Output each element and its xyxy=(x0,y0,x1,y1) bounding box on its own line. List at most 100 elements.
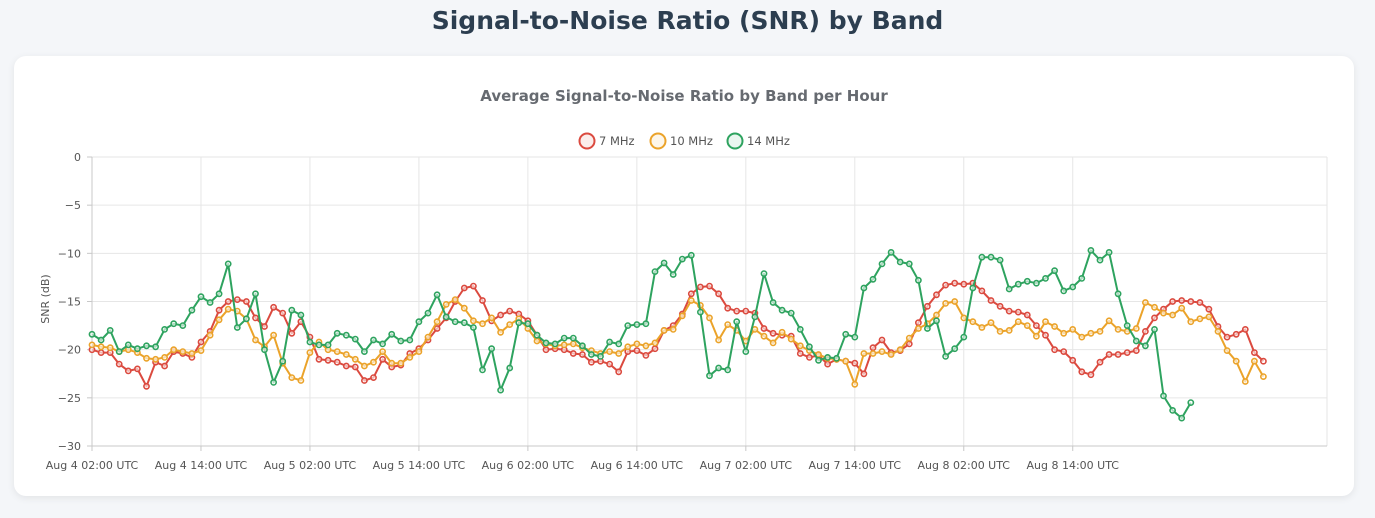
data-point-7mhz xyxy=(905,340,913,348)
data-point-7mhz xyxy=(951,279,959,287)
data-point-14mhz xyxy=(506,364,514,372)
data-point-7mhz xyxy=(697,283,704,291)
data-point-10mhz xyxy=(687,297,695,304)
data-point-10mhz xyxy=(1187,318,1195,326)
data-point-14mhz xyxy=(896,258,904,266)
data-point-7mhz xyxy=(760,325,768,332)
data-point-14mhz xyxy=(1023,277,1031,285)
data-point-14mhz xyxy=(579,342,586,350)
data-point-14mhz xyxy=(124,341,132,349)
data-point-10mhz xyxy=(188,350,196,357)
data-point-14mhz xyxy=(315,341,323,349)
data-point-14mhz xyxy=(106,326,114,334)
legend-label-14mhz: 14 MHz xyxy=(747,134,790,148)
data-point-14mhz xyxy=(88,330,96,338)
data-point-10mhz xyxy=(1023,322,1031,329)
data-point-14mhz xyxy=(924,325,931,332)
data-point-10mhz xyxy=(270,331,277,339)
y-axis-label: SNR (dB) xyxy=(39,274,52,323)
data-point-14mhz xyxy=(842,330,850,338)
y-tick-label: −30 xyxy=(58,440,81,453)
data-point-7mhz xyxy=(1232,330,1240,338)
data-point-10mhz xyxy=(1114,325,1122,333)
data-point-10mhz xyxy=(978,324,986,331)
data-point-14mhz xyxy=(669,271,677,278)
data-point-10mhz xyxy=(342,351,350,358)
data-point-7mhz xyxy=(224,298,232,305)
data-point-14mhz xyxy=(215,290,223,298)
data-point-14mhz xyxy=(1060,287,1068,295)
data-point-7mhz xyxy=(1096,358,1104,366)
data-point-14mhz xyxy=(933,317,940,325)
data-point-7mhz xyxy=(497,311,504,319)
data-point-14mhz xyxy=(733,318,741,326)
data-point-7mhz xyxy=(642,351,650,359)
data-point-14mhz xyxy=(433,291,441,299)
data-point-10mhz xyxy=(769,339,777,347)
legend-item-10mhz[interactable]: 10 MHz xyxy=(649,132,713,150)
data-point-14mhz xyxy=(560,334,568,342)
data-point-14mhz xyxy=(1014,280,1022,288)
data-point-14mhz xyxy=(951,345,959,353)
data-point-10mhz xyxy=(1051,323,1058,330)
data-point-7mhz xyxy=(143,382,150,390)
legend-item-7mhz[interactable]: 7 MHz xyxy=(578,132,635,150)
data-point-10mhz xyxy=(951,298,959,305)
data-point-10mhz xyxy=(252,336,259,344)
data-point-14mhz xyxy=(306,338,314,346)
data-point-14mhz xyxy=(324,341,332,349)
data-point-14mhz xyxy=(706,372,713,380)
data-point-14mhz xyxy=(242,315,250,323)
data-point-7mhz xyxy=(460,284,468,292)
data-point-7mhz xyxy=(1123,349,1131,356)
data-point-10mhz xyxy=(715,336,722,344)
data-point-7mhz xyxy=(1060,348,1068,355)
x-tick-label: Aug 8 14:00 UTC xyxy=(1026,459,1119,472)
legend-marker-10mhz xyxy=(649,132,667,150)
data-point-10mhz xyxy=(633,340,641,348)
data-point-10mhz xyxy=(442,300,450,308)
data-point-7mhz xyxy=(915,319,922,327)
data-point-14mhz xyxy=(1005,285,1013,293)
data-point-14mhz xyxy=(660,259,668,267)
data-point-10mhz xyxy=(1069,325,1077,333)
data-point-7mhz xyxy=(1114,351,1122,358)
data-point-7mhz xyxy=(252,314,259,322)
data-point-10mhz xyxy=(1260,373,1267,380)
legend-marker-14mhz xyxy=(726,132,744,150)
data-point-14mhz xyxy=(551,340,559,348)
data-point-7mhz xyxy=(1087,371,1095,379)
data-point-10mhz xyxy=(479,320,486,328)
data-point-14mhz xyxy=(905,260,913,268)
data-point-10mhz xyxy=(1251,357,1258,365)
data-point-10mhz xyxy=(161,353,168,361)
data-point-7mhz xyxy=(633,347,641,354)
data-point-10mhz xyxy=(869,350,877,357)
data-point-10mhz xyxy=(379,348,386,355)
data-point-7mhz xyxy=(1178,297,1186,304)
data-point-10mhz xyxy=(1205,313,1213,321)
data-point-10mhz xyxy=(778,328,786,336)
data-point-10mhz xyxy=(1196,315,1204,323)
data-point-14mhz xyxy=(697,308,704,316)
data-point-14mhz xyxy=(588,351,595,358)
x-tick-label: Aug 7 14:00 UTC xyxy=(809,459,902,472)
chart-card: Average Signal-to-Noise Ratio by Band pe… xyxy=(14,56,1354,496)
data-point-10mhz xyxy=(152,355,159,363)
x-tick-label: Aug 5 02:00 UTC xyxy=(264,459,357,472)
grid xyxy=(91,156,1328,447)
data-point-14mhz xyxy=(360,348,368,355)
data-point-10mhz xyxy=(915,325,922,332)
data-point-14mhz xyxy=(1169,406,1176,414)
data-point-7mhz xyxy=(996,302,1004,310)
data-point-14mhz xyxy=(1069,283,1077,291)
series-layer xyxy=(88,246,1267,422)
data-point-14mhz xyxy=(796,325,804,333)
data-point-7mhz xyxy=(315,355,323,363)
data-point-10mhz xyxy=(106,344,114,352)
data-point-7mhz xyxy=(588,358,595,366)
data-point-7mhz xyxy=(379,355,386,363)
data-point-10mhz xyxy=(206,331,214,339)
data-point-14mhz xyxy=(252,290,259,298)
legend-item-14mhz[interactable]: 14 MHz xyxy=(726,132,790,150)
